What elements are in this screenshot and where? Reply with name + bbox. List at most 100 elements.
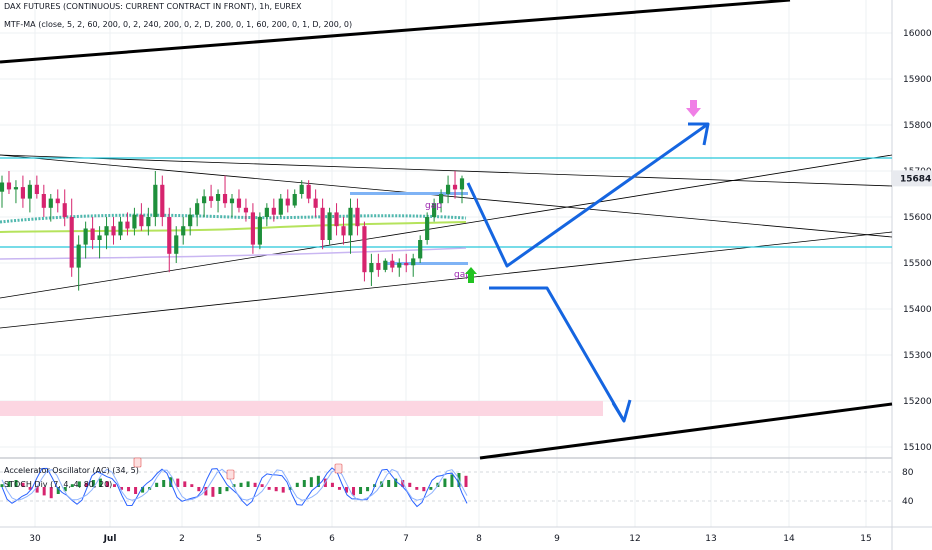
- ac-bar: [7, 481, 11, 487]
- candle-body: [153, 184, 158, 217]
- price-tick-4: 15600: [903, 213, 932, 223]
- ac-bar: [302, 480, 306, 487]
- ac-bar: [141, 487, 145, 493]
- channel-bottom-line: [479, 402, 893, 460]
- ac-bar: [204, 487, 208, 496]
- candle-body: [383, 260, 388, 270]
- ac-bar: [232, 484, 236, 487]
- ac-bar: [218, 487, 222, 494]
- candle-body: [390, 260, 395, 268]
- candle-body: [20, 187, 25, 199]
- ac-bar: [225, 487, 229, 492]
- candle-body: [195, 203, 200, 215]
- last-price-label: 15684: [900, 174, 931, 184]
- time-tick-11: 15: [860, 534, 871, 544]
- ac-bar: [450, 474, 454, 487]
- indicator-label: MTF-MA (close, 5, 2, 60, 200, 0, 2, 240,…: [4, 20, 353, 29]
- candle-body: [139, 214, 144, 227]
- candle-body: [229, 198, 235, 204]
- pink-zone: [0, 401, 603, 416]
- candle-body: [271, 207, 276, 215]
- candle-body: [90, 228, 95, 240]
- gap-label-upper: gap: [425, 201, 442, 211]
- ac-bar: [211, 487, 215, 497]
- ac-bar: [127, 487, 131, 492]
- candle-body: [445, 184, 451, 194]
- candle-body: [160, 184, 165, 217]
- price-tick-1: 15900: [903, 75, 932, 85]
- candle-body: [215, 194, 221, 201]
- candle-body: [452, 184, 458, 190]
- candle-body: [188, 214, 193, 227]
- ac-bar: [415, 487, 419, 490]
- ac-bar: [28, 487, 32, 490]
- candle-body: [376, 263, 381, 270]
- candle-body: [6, 182, 12, 190]
- candle-body: [334, 212, 339, 227]
- ac-bar: [49, 487, 53, 499]
- candle-body: [404, 263, 409, 266]
- candle-body: [27, 184, 32, 199]
- time-tick-7: 9: [554, 534, 560, 544]
- candle-body: [432, 203, 437, 217]
- ac-bar: [246, 481, 250, 487]
- ac-bar: [401, 480, 405, 487]
- ac-bar: [239, 482, 243, 487]
- ac-bar: [197, 487, 201, 492]
- price-tick-8: 15200: [903, 397, 932, 407]
- projection-down-arrowhead: [611, 399, 632, 423]
- ac-bar: [408, 482, 412, 487]
- gap-box-upper: [350, 192, 468, 195]
- ac-bar: [176, 478, 180, 487]
- candle-body: [118, 221, 123, 236]
- candle-body: [278, 198, 283, 215]
- ac-bar: [35, 487, 39, 493]
- ac-bar: [91, 480, 95, 487]
- candle-body: [83, 228, 88, 245]
- candle-body: [111, 226, 116, 236]
- time-tick-5: 7: [403, 534, 409, 544]
- ac-bar: [359, 487, 363, 494]
- candle-body: [132, 214, 137, 229]
- candle-body: [62, 203, 67, 217]
- ac-bar: [260, 484, 264, 487]
- ac-bar: [105, 481, 109, 487]
- ma-lavender: [0, 247, 467, 260]
- projection-down-path: [489, 286, 626, 422]
- ac-bar: [0, 484, 4, 487]
- trendline-rising: [0, 154, 893, 299]
- price-tick-2: 15800: [903, 121, 932, 131]
- trendline-descending: [0, 154, 893, 238]
- time-tick-8: 12: [629, 534, 640, 544]
- ac-bar: [443, 478, 447, 487]
- time-tick-2: 2: [179, 534, 185, 544]
- candle-body: [411, 258, 416, 266]
- candle-body: [425, 217, 430, 240]
- ac-bar: [366, 487, 370, 492]
- candle-body: [341, 226, 346, 236]
- candle-body: [202, 196, 207, 204]
- candle-body: [0, 182, 5, 192]
- ac-bar: [422, 487, 426, 492]
- candle-body: [327, 212, 332, 240]
- time-tick-9: 13: [705, 534, 716, 544]
- candle-body: [104, 226, 109, 236]
- chart-title: DAX FUTURES (CONTINUOUS: CURRENT CONTRAC…: [4, 2, 302, 11]
- candle-body: [167, 217, 172, 254]
- candle-body: [292, 194, 297, 206]
- ac-bar: [21, 482, 25, 487]
- ac-bar: [14, 480, 18, 487]
- ac-bar: [42, 487, 46, 496]
- candle-body: [285, 198, 290, 206]
- candle-body: [236, 198, 242, 208]
- candle-body: [250, 212, 255, 245]
- ac-bar: [344, 487, 348, 493]
- ac-bar: [281, 487, 285, 493]
- candle-body: [222, 194, 228, 204]
- last-price-badge: [893, 170, 932, 187]
- price-tick-7: 15300: [903, 351, 932, 361]
- osc-tick-40: 40: [902, 497, 914, 507]
- ac-bar: [337, 487, 341, 490]
